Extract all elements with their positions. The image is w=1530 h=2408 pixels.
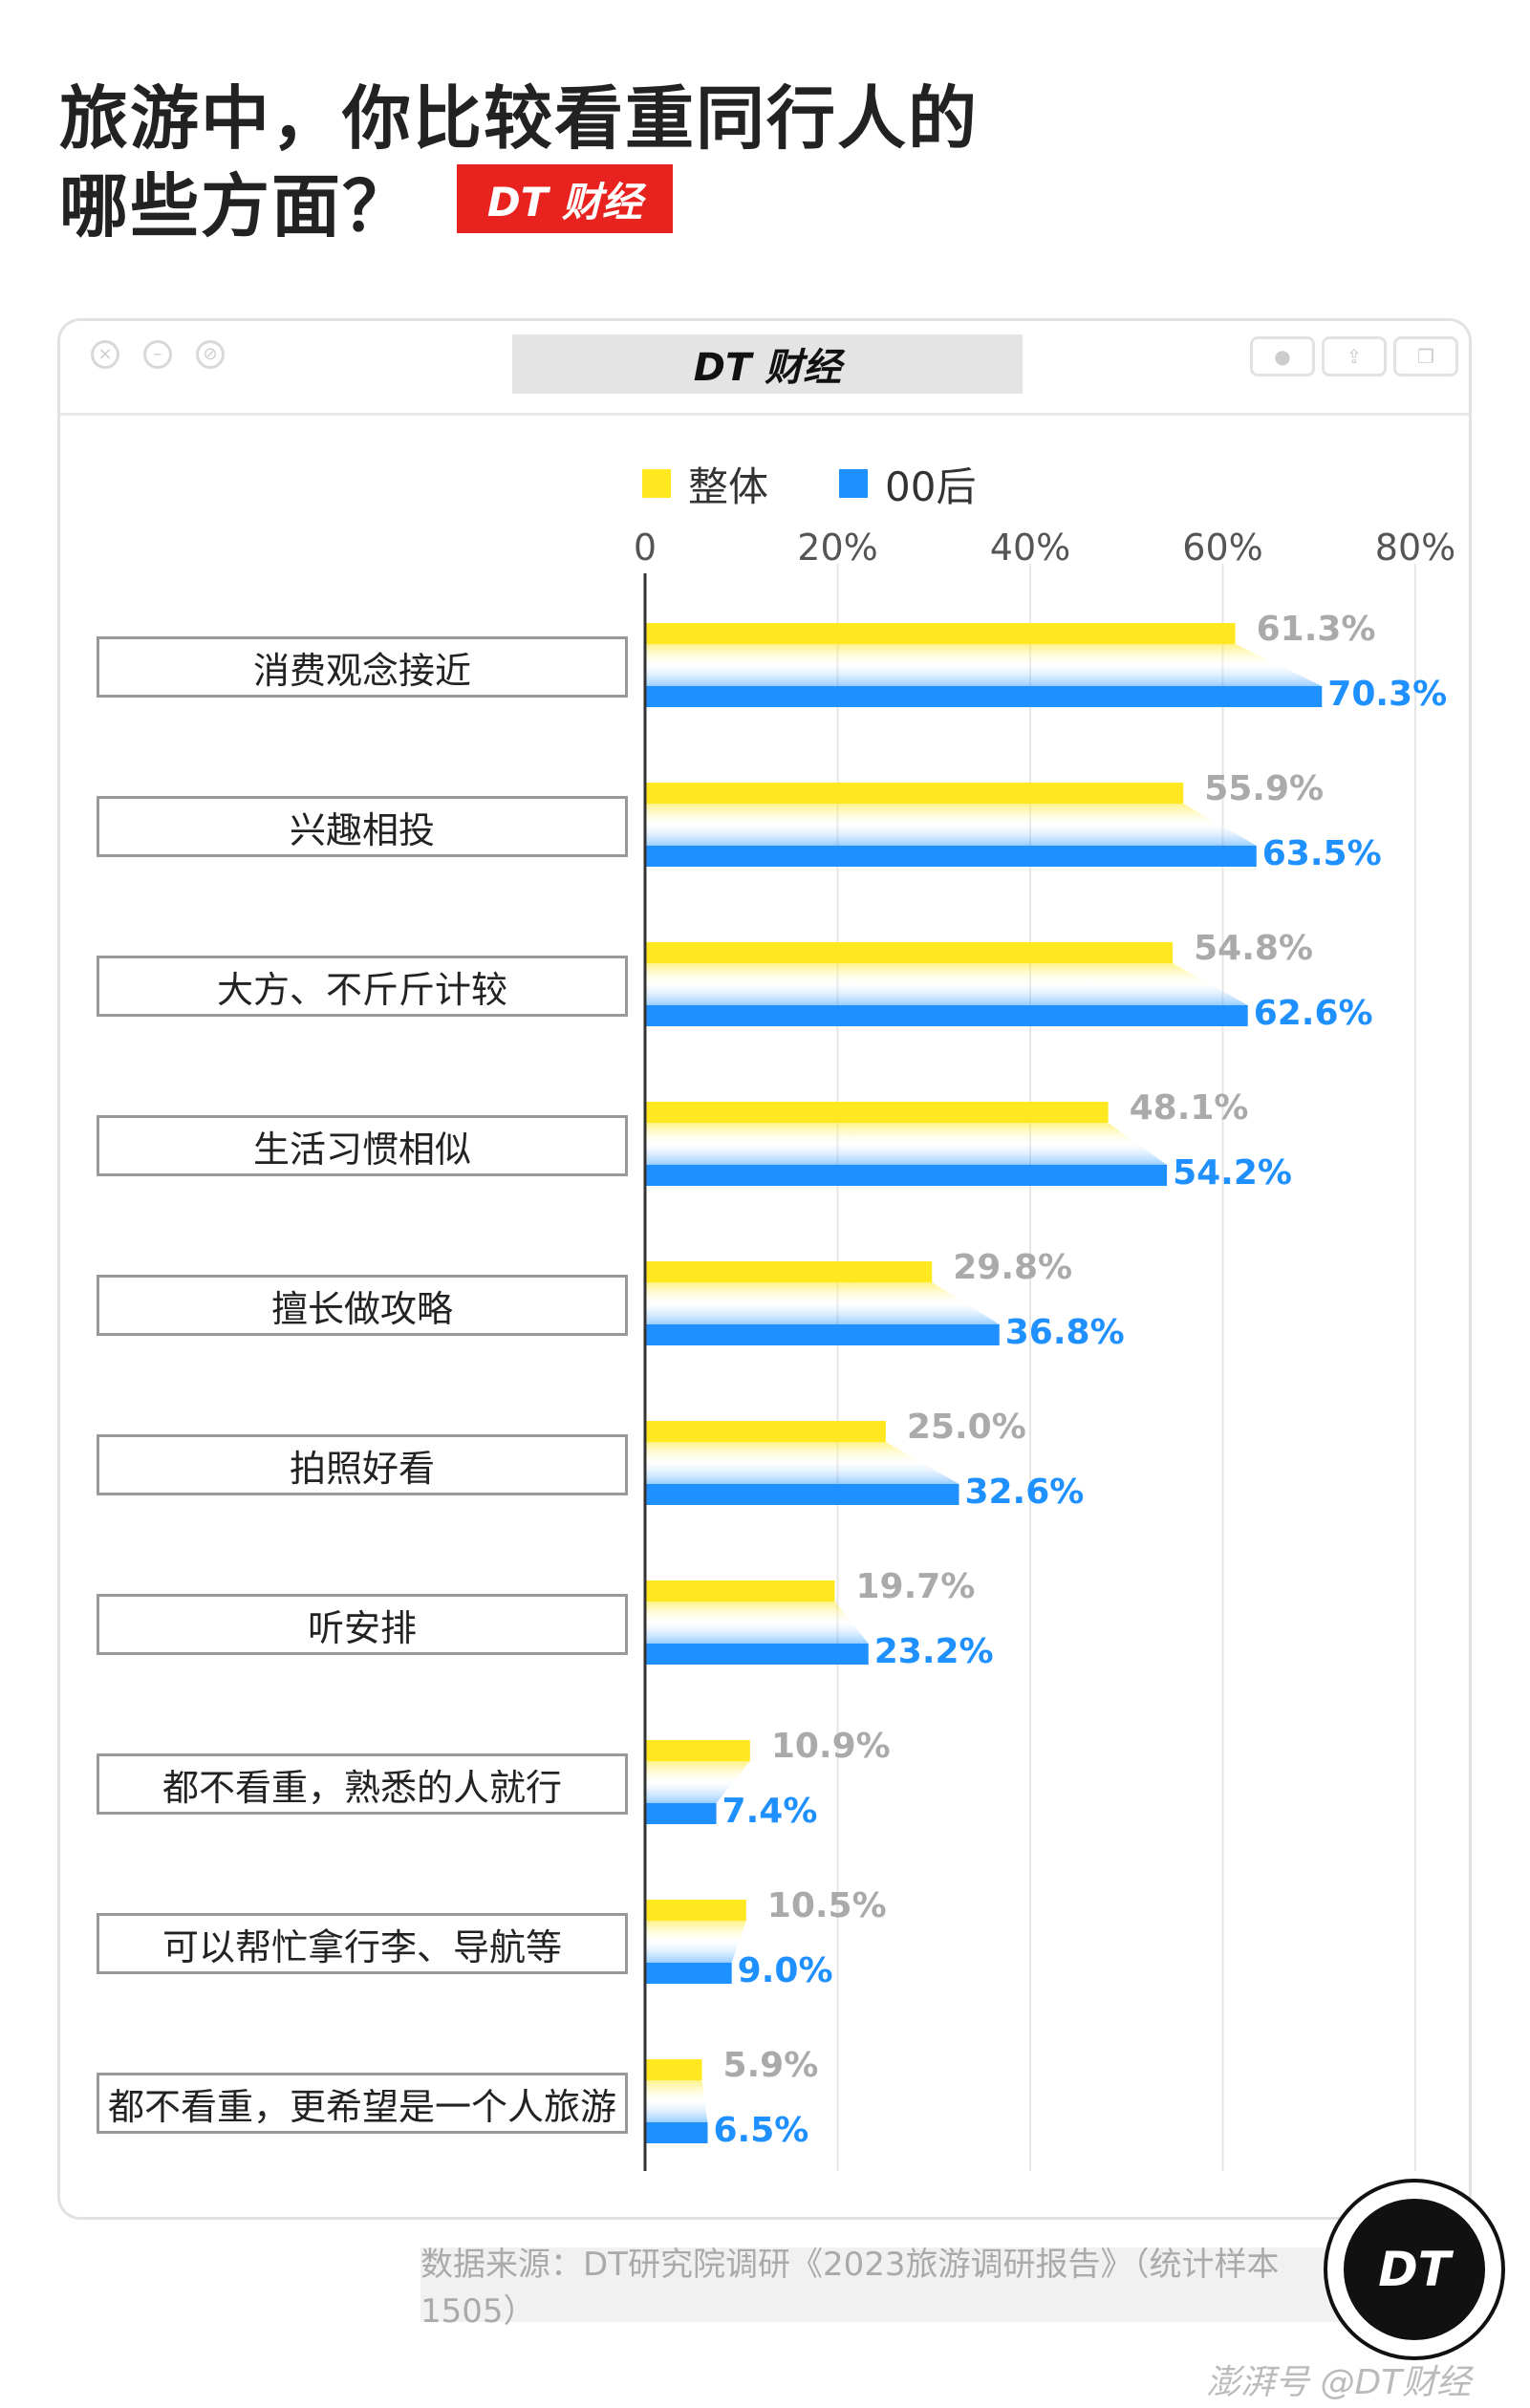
legend-item-overall: 整体 — [642, 459, 768, 510]
data-label-overall: 10.9% — [771, 1727, 891, 1766]
bar-connector — [645, 804, 1257, 846]
bar-gen00 — [645, 2122, 708, 2143]
x-tick-label: 80% — [1375, 527, 1455, 569]
dt-badge: DT — [1324, 2179, 1505, 2360]
category-label: 可以帮忙拿行李、导航等 — [97, 1913, 628, 1974]
bar-overall — [645, 623, 1236, 644]
bar-gen00 — [645, 1165, 1168, 1186]
data-label-overall: 19.7% — [855, 1567, 975, 1606]
legend-label-gen00: 00后 — [885, 462, 977, 510]
bar-gen00 — [645, 1324, 1000, 1345]
bar-overall — [645, 1900, 746, 1921]
source-note: 数据来源：DT研究院调研《2023旅游调研报告》（统计样本1505） — [420, 2246, 1347, 2331]
maximize-icon[interactable]: ⊘ — [196, 340, 225, 369]
bar-gen00 — [645, 1644, 869, 1665]
chart-title: 旅游中，你比较看重同行人的 哪些方面？ — [59, 75, 979, 250]
title-line-1: 旅游中，你比较看重同行人的 — [59, 78, 980, 159]
bar-connector — [645, 1761, 750, 1803]
data-label-overall: 55.9% — [1204, 769, 1324, 808]
bar-overall — [645, 1580, 835, 1602]
bar-gen00 — [645, 1963, 732, 1984]
data-label-overall: 61.3% — [1257, 610, 1376, 649]
bar-connector — [645, 1442, 959, 1484]
footer-credit: 澎湃号 @DT财经 — [1206, 2363, 1472, 2402]
data-label-overall: 25.0% — [907, 1408, 1026, 1447]
legend-label-overall: 整体 — [688, 462, 769, 510]
data-label-gen00: 36.8% — [1005, 1313, 1125, 1352]
data-label-gen00: 63.5% — [1262, 834, 1382, 873]
share-icon[interactable]: ⇪ — [1322, 336, 1387, 376]
close-icon[interactable]: × — [91, 340, 119, 369]
x-tick-label: 0 — [634, 527, 657, 569]
data-label-overall: 29.8% — [953, 1248, 1072, 1287]
legend-swatch-gen00 — [839, 469, 868, 498]
category-label: 听安排 — [97, 1594, 628, 1655]
bar-connector — [645, 644, 1323, 686]
legend-swatch-overall — [642, 469, 671, 498]
bar-connector — [645, 963, 1248, 1005]
category-label: 都不看重，更希望是一个人旅游 — [97, 2073, 628, 2134]
data-label-gen00: 62.6% — [1254, 994, 1373, 1033]
category-label: 消费观念接近 — [97, 636, 628, 698]
bar-connector — [645, 1123, 1168, 1165]
copy-icon[interactable]: ❐ — [1393, 336, 1458, 376]
bar-gen00 — [645, 846, 1257, 867]
bar-overall — [645, 783, 1184, 804]
bar-connector — [645, 1282, 1000, 1324]
data-label-gen00: 9.0% — [738, 1951, 833, 1990]
bar-gen00 — [645, 1484, 959, 1505]
category-label: 拍照好看 — [97, 1434, 628, 1495]
data-label-gen00: 6.5% — [713, 2111, 808, 2150]
category-label: 生活习惯相似 — [97, 1115, 628, 1176]
data-label-overall: 48.1% — [1130, 1088, 1249, 1128]
data-label-gen00: 54.2% — [1173, 1153, 1292, 1193]
category-label: 大方、不斤斤计较 — [97, 956, 628, 1017]
bar-overall — [645, 1740, 750, 1761]
bar-connector — [645, 1602, 869, 1644]
minimize-icon[interactable]: – — [143, 340, 172, 369]
bar-connector — [645, 1921, 746, 1963]
bar-overall — [645, 1102, 1109, 1123]
category-label: 兴趣相投 — [97, 796, 628, 857]
brand-tag: DT 财经 — [457, 164, 673, 233]
legend-item-gen00: 00后 — [839, 459, 976, 510]
bar-connector — [645, 2080, 708, 2122]
x-tick-label: 60% — [1182, 527, 1262, 569]
data-label-gen00: 7.4% — [722, 1792, 818, 1831]
x-tick-label: 40% — [990, 527, 1070, 569]
category-label: 擅长做攻略 — [97, 1275, 628, 1336]
data-label-gen00: 23.2% — [874, 1632, 994, 1671]
dt-badge-label: DT — [1344, 2199, 1485, 2340]
record-icon[interactable]: ● — [1250, 336, 1315, 376]
bar-gen00 — [645, 686, 1323, 707]
data-label-overall: 54.8% — [1194, 929, 1313, 968]
category-label: 都不看重，熟悉的人就行 — [97, 1753, 628, 1815]
title-line-2: 哪些方面？ — [59, 166, 414, 247]
data-label-overall: 10.5% — [767, 1886, 887, 1925]
x-tick-label: 20% — [797, 527, 877, 569]
bar-overall — [645, 2059, 702, 2080]
bar-overall — [645, 942, 1174, 963]
bar-overall — [645, 1421, 886, 1442]
bar-gen00 — [645, 1005, 1248, 1026]
data-label-gen00: 70.3% — [1327, 675, 1447, 714]
window-title: DT 财经 — [512, 334, 1023, 394]
window-title-bar: × – ⊘ DT 财经 ● ⇪ ❐ — [60, 321, 1469, 416]
bar-overall — [645, 1261, 933, 1282]
data-label-gen00: 32.6% — [964, 1473, 1084, 1512]
data-label-overall: 5.9% — [722, 2046, 818, 2085]
bar-gen00 — [645, 1803, 717, 1824]
